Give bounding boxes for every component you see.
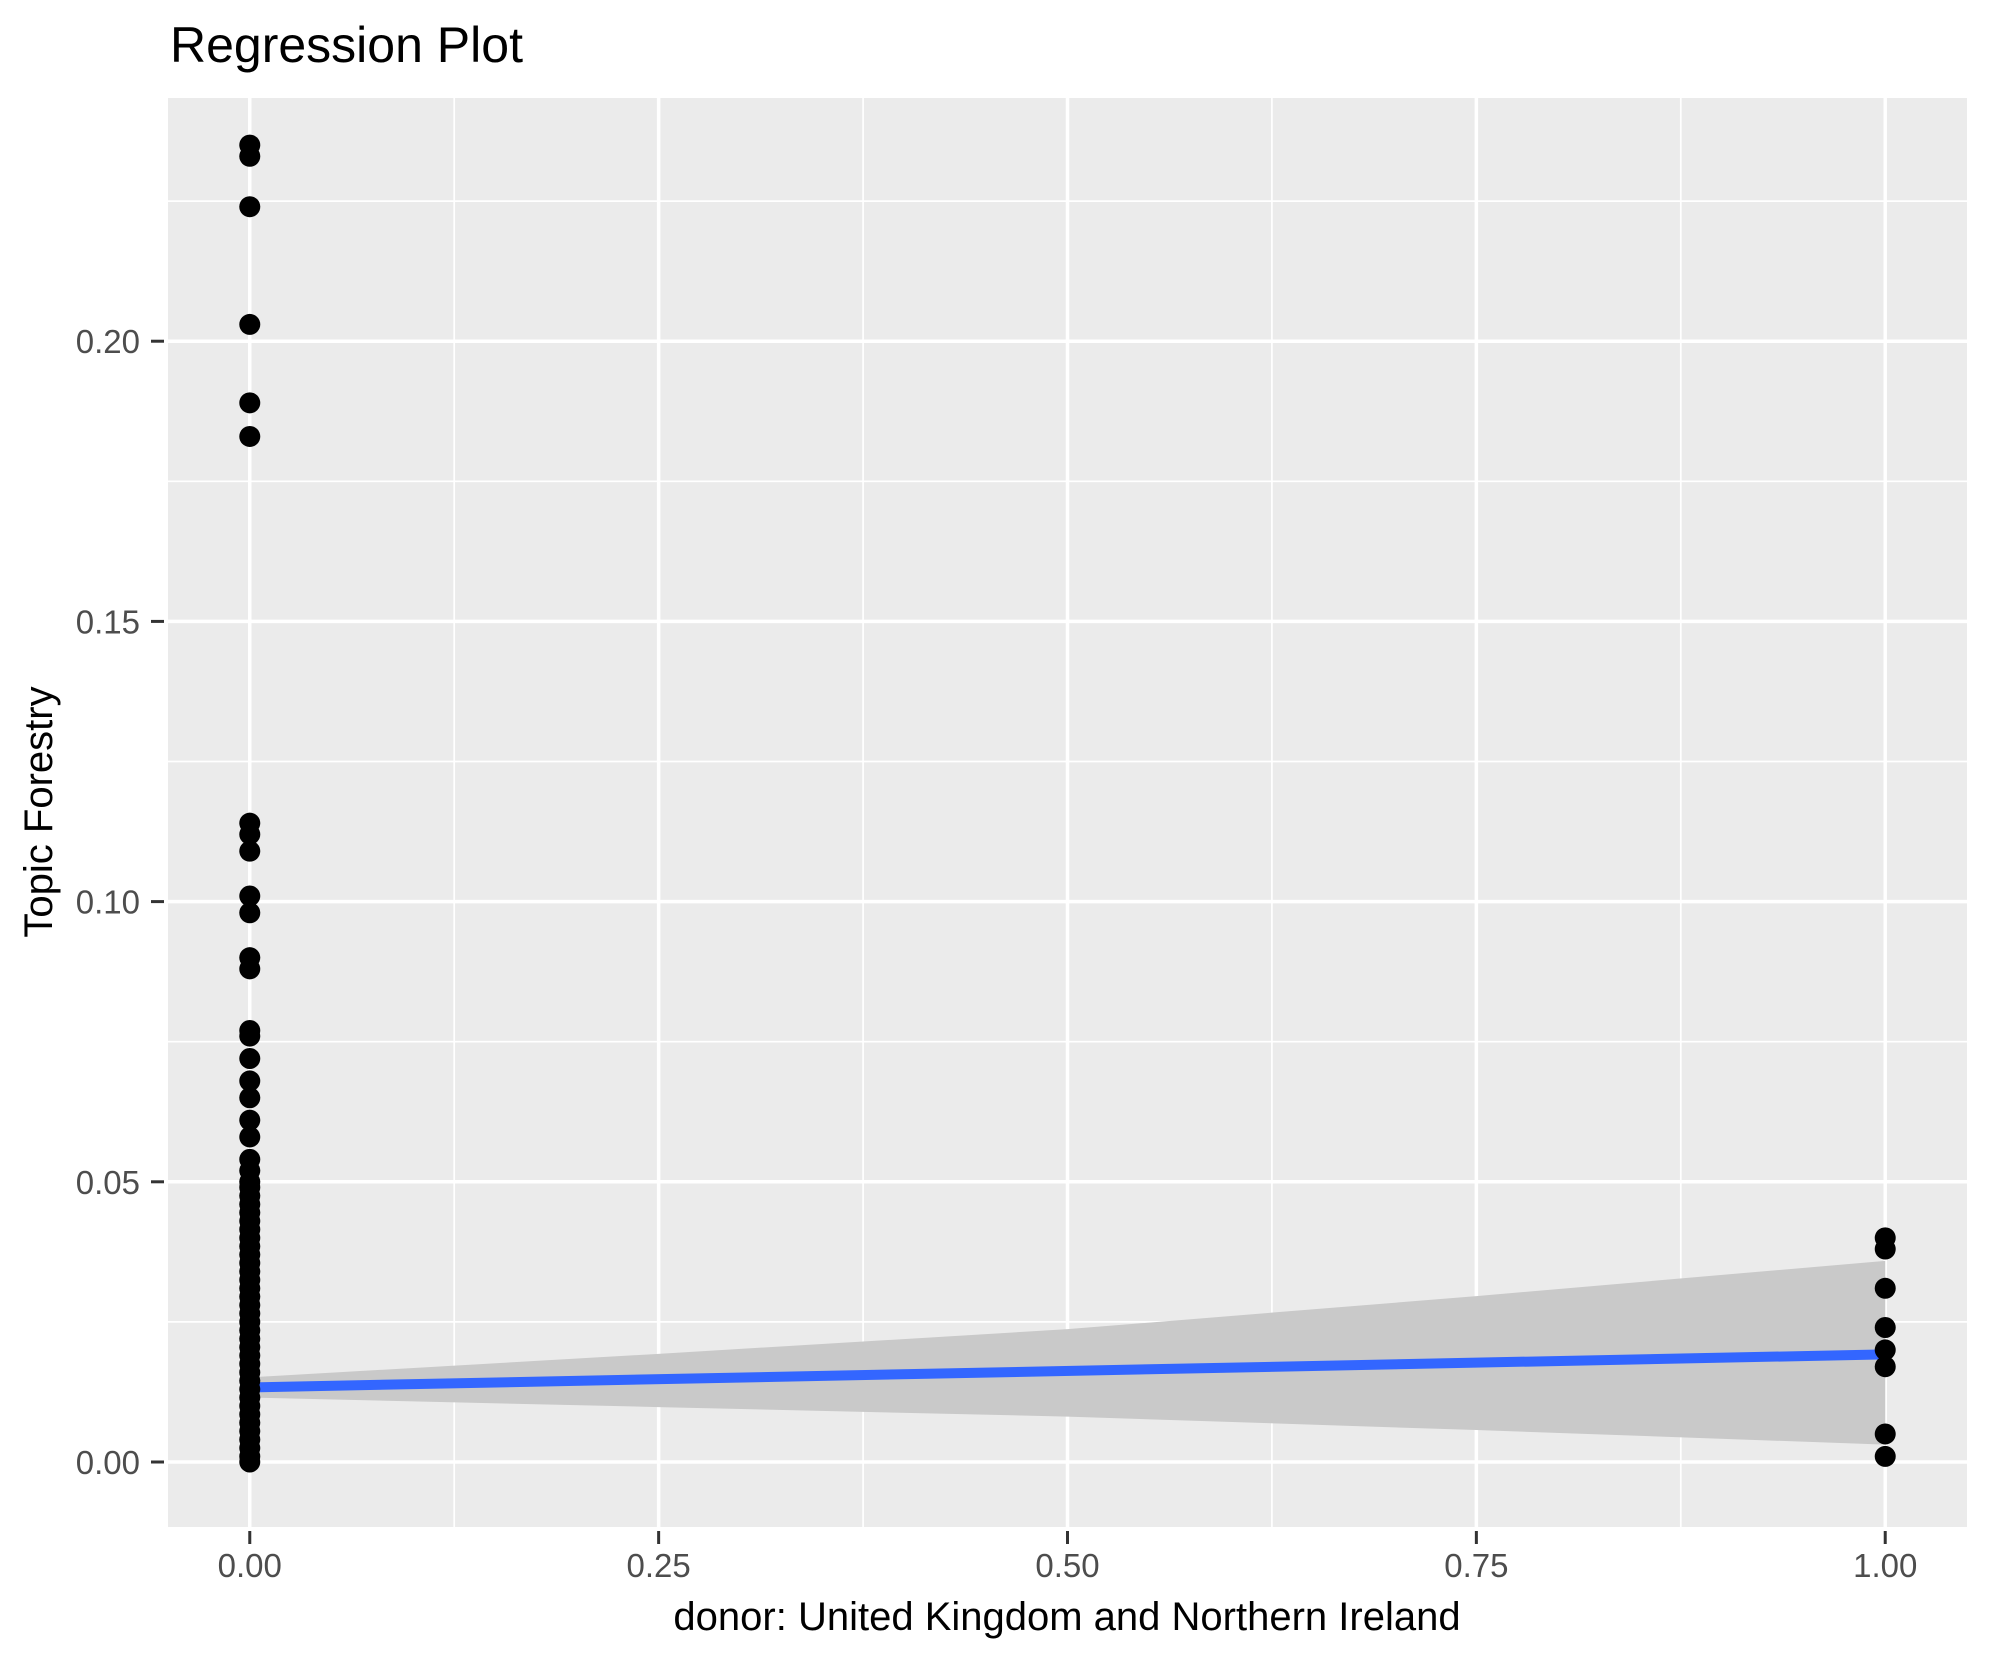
y-tick-label: 0.05 xyxy=(76,1164,140,1201)
data-point xyxy=(239,196,261,218)
data-point xyxy=(1874,1277,1896,1299)
data-point xyxy=(239,1087,261,1109)
data-point xyxy=(239,1109,261,1131)
x-tick-label: 0.00 xyxy=(218,1547,282,1584)
data-point xyxy=(239,145,261,167)
data-point xyxy=(239,1025,261,1047)
x-tick-label: 0.50 xyxy=(1035,1547,1099,1584)
data-point xyxy=(239,1126,261,1148)
data-point xyxy=(239,823,261,845)
data-point xyxy=(1874,1238,1896,1260)
plot-title: Regression Plot xyxy=(170,17,523,73)
data-point xyxy=(239,958,261,980)
data-point xyxy=(239,313,261,335)
data-point xyxy=(239,425,261,447)
data-point xyxy=(239,885,261,907)
data-point xyxy=(1874,1423,1896,1445)
x-tick-label: 0.75 xyxy=(1444,1547,1508,1584)
data-point xyxy=(239,392,261,414)
data-point xyxy=(239,1048,261,1070)
data-point xyxy=(239,1451,261,1473)
data-point xyxy=(239,1070,261,1092)
y-tick-label: 0.10 xyxy=(76,884,140,921)
y-axis-title: Topic Forestry xyxy=(17,686,61,937)
data-point xyxy=(1874,1445,1896,1467)
data-point xyxy=(1874,1356,1896,1378)
data-point xyxy=(239,902,261,924)
confidence-ribbon xyxy=(249,1260,1886,1445)
data-point xyxy=(1874,1339,1896,1361)
y-tick-label: 0.20 xyxy=(76,323,140,360)
chart-layers: 0.00 0.25 0.50 0.75 1.00 0.00 0.05 0.10 0.15 0.20 xyxy=(76,98,1967,1584)
data-point xyxy=(239,840,261,862)
y-tick-label: 0.00 xyxy=(76,1444,140,1481)
x-axis-title: donor: United Kingdom and Northern Irela… xyxy=(673,1595,1460,1639)
x-tick-label: 1.00 xyxy=(1853,1547,1917,1584)
data-point xyxy=(1874,1317,1896,1339)
x-tick-label: 0.25 xyxy=(627,1547,691,1584)
regression-line xyxy=(249,1349,1886,1393)
y-tick-label: 0.15 xyxy=(76,603,140,640)
